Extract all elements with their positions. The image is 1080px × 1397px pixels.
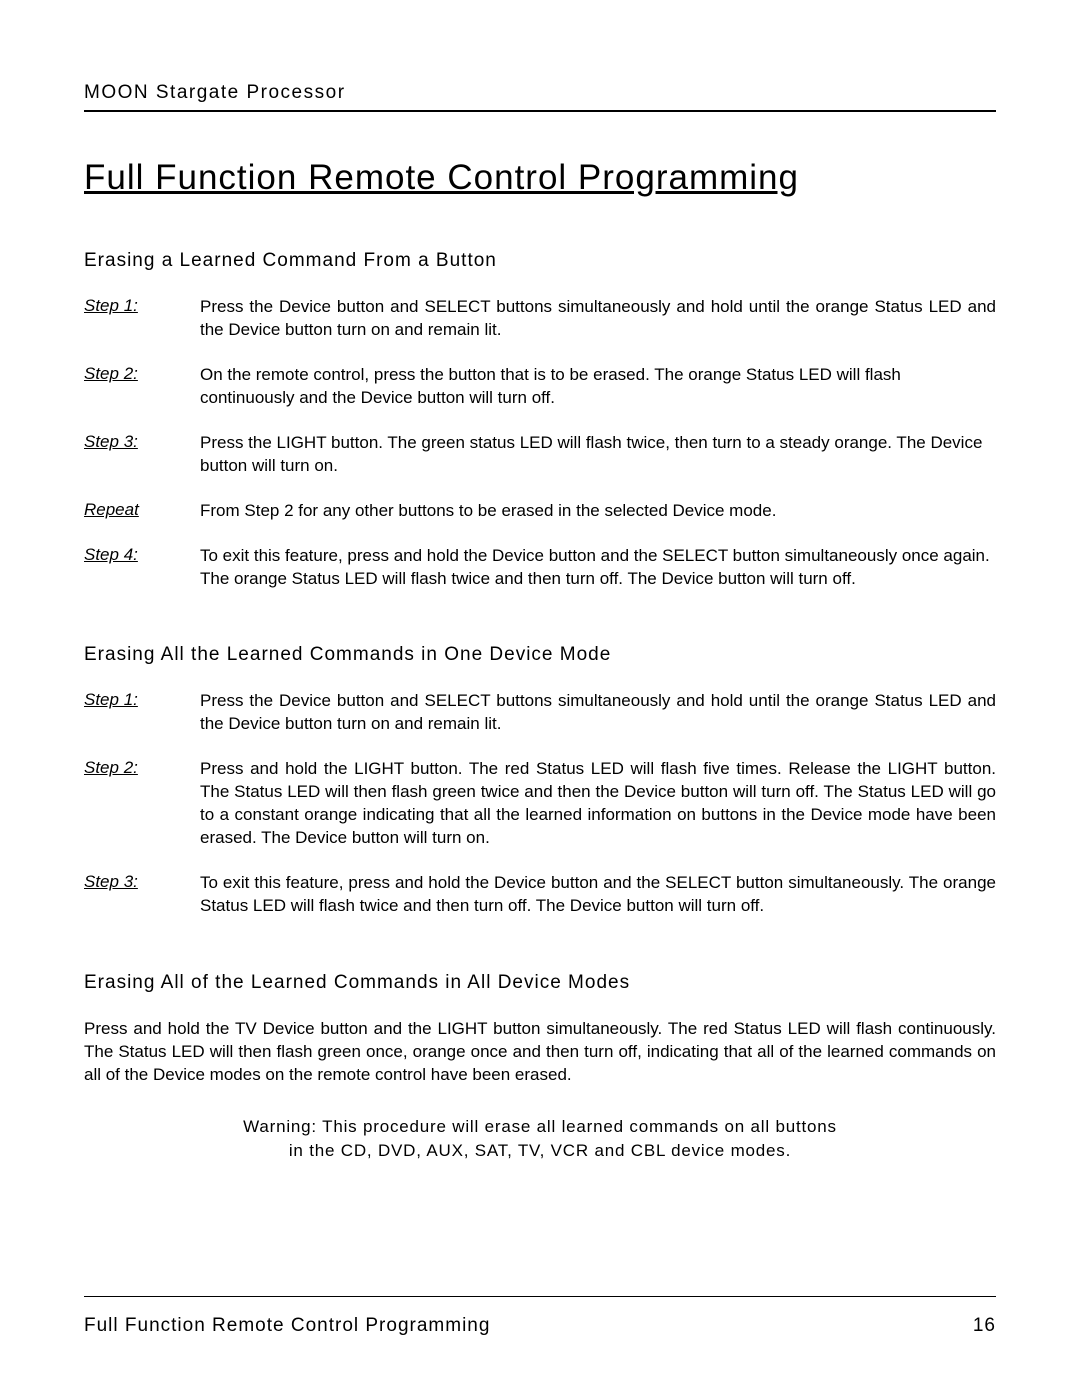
step-row: Step 3: Press the LIGHT button. The gree… (84, 432, 996, 478)
step-body: Press and hold the LIGHT button. The red… (200, 758, 996, 850)
section2-heading: Erasing All the Learned Commands in One … (84, 644, 996, 666)
step-body: To exit this feature, press and hold the… (200, 872, 996, 918)
document-page: MOON Stargate Processor Full Function Re… (0, 0, 1080, 1397)
section3-body: Press and hold the TV Device button and … (84, 1018, 996, 1087)
step-body: On the remote control, press the button … (200, 364, 996, 410)
step-row: Step 2: Press and hold the LIGHT button.… (84, 758, 996, 850)
step-label: Step 2: (84, 758, 200, 850)
step-body: To exit this feature, press and hold the… (200, 545, 996, 591)
warning-line1: Warning: This procedure will erase all l… (84, 1115, 996, 1139)
step-row: Step 4: To exit this feature, press and … (84, 545, 996, 591)
section1-heading: Erasing a Learned Command From a Button (84, 250, 996, 272)
section3-heading: Erasing All of the Learned Commands in A… (84, 972, 996, 994)
step-body: Press the Device button and SELECT butto… (200, 690, 996, 736)
step-label: Step 1: (84, 296, 200, 342)
page-header: MOON Stargate Processor (84, 82, 996, 112)
step-label: Step 4: (84, 545, 200, 591)
step-row: Step 3: To exit this feature, press and … (84, 872, 996, 918)
step-body: Press the Device button and SELECT butto… (200, 296, 996, 342)
step-label: Step 3: (84, 872, 200, 918)
warning-line2: in the CD, DVD, AUX, SAT, TV, VCR and CB… (84, 1139, 996, 1163)
page-footer: Full Function Remote Control Programming… (84, 1296, 996, 1337)
step-label: Step 3: (84, 432, 200, 478)
step-row: Step 2: On the remote control, press the… (84, 364, 996, 410)
step-label: Repeat (84, 500, 200, 523)
warning-text: Warning: This procedure will erase all l… (84, 1115, 996, 1163)
page-title: Full Function Remote Control Programming (84, 158, 996, 198)
step-body: Press the LIGHT button. The green status… (200, 432, 996, 478)
step-row: Step 1: Press the Device button and SELE… (84, 296, 996, 342)
step-label: Step 2: (84, 364, 200, 410)
step-body: From Step 2 for any other buttons to be … (200, 500, 996, 523)
page-number: 16 (973, 1315, 996, 1337)
step-label: Step 1: (84, 690, 200, 736)
step-row: Step 1: Press the Device button and SELE… (84, 690, 996, 736)
step-row: Repeat From Step 2 for any other buttons… (84, 500, 996, 523)
footer-title: Full Function Remote Control Programming (84, 1315, 490, 1337)
